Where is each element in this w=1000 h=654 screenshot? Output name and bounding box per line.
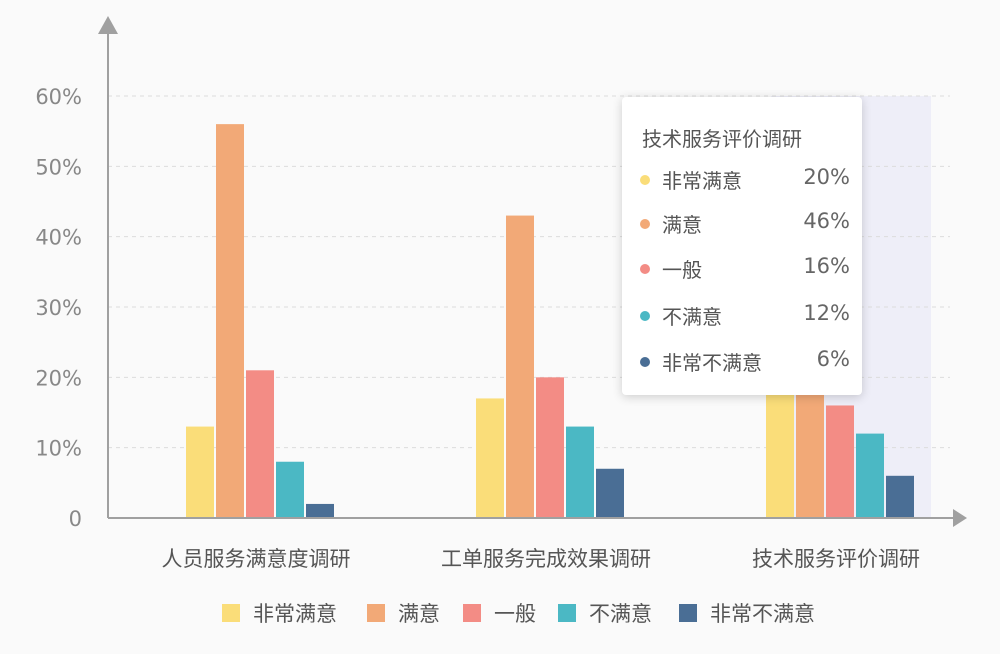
tooltip-row-very-dissatisfied: 非常不满意 6%: [640, 347, 850, 377]
bar-2-cat-1: [216, 124, 244, 518]
bar-5-cat-1: [306, 503, 334, 518]
legend-swatch: [558, 604, 576, 622]
tooltip-series-name: 非常满意: [662, 169, 742, 193]
x-category-label: 工单服务完成效果调研: [441, 547, 651, 571]
y-tick-label: 60%: [35, 85, 82, 109]
legend-label: 非常不满意: [710, 602, 815, 626]
bar-2-cat-2: [506, 215, 534, 519]
y-tick-label: 30%: [35, 296, 82, 320]
series-dot-icon: [640, 264, 650, 274]
x-category-label: 人员服务满意度调研: [162, 547, 351, 571]
bar-4-cat-1: [276, 461, 304, 518]
legend-label: 满意: [398, 602, 440, 626]
legend-label: 不满意: [589, 602, 652, 626]
tooltip-series-value: 46%: [803, 209, 850, 233]
series-dot-icon: [640, 311, 650, 321]
tooltip-row-neutral: 一般 16%: [640, 254, 850, 284]
bar-1-cat-3: [766, 377, 794, 518]
series-dot-icon: [640, 219, 650, 229]
bar-3-cat-2: [536, 377, 564, 518]
tooltip: 技术服务评价调研 非常满意 20% 满意 46% 一般 16% 不满意 12% …: [622, 97, 862, 395]
series-dot-icon: [640, 175, 650, 185]
x-axis-arrow-icon: [953, 509, 967, 527]
tooltip-series-name: 非常不满意: [662, 351, 762, 375]
bar-3-cat-3: [826, 405, 854, 518]
bar-5-cat-3: [886, 475, 914, 518]
y-axis-arrow-icon: [98, 16, 118, 34]
legend-swatch: [367, 604, 385, 622]
y-tick-label: 20%: [35, 366, 82, 390]
y-tick-label: 50%: [35, 155, 82, 179]
bar-1-cat-2: [476, 398, 504, 518]
tooltip-series-name: 满意: [662, 213, 702, 237]
tooltip-series-value: 12%: [803, 301, 850, 325]
bar-5-cat-2: [596, 468, 624, 518]
legend-swatch: [463, 604, 481, 622]
tooltip-series-value: 20%: [803, 165, 850, 189]
tooltip-series-value: 6%: [816, 347, 850, 371]
x-category-label: 技术服务评价调研: [752, 547, 920, 571]
bar-4-cat-3: [856, 433, 884, 518]
legend-swatch: [679, 604, 697, 622]
tooltip-title: 技术服务评价调研: [642, 127, 802, 151]
y-tick-label: 0: [69, 507, 82, 531]
tooltip-row-very-satisfied: 非常满意 20%: [640, 165, 850, 195]
legend-label: 一般: [494, 602, 536, 626]
tooltip-series-value: 16%: [803, 254, 850, 278]
bar-1-cat-1: [186, 426, 214, 518]
tooltip-row-dissatisfied: 不满意 12%: [640, 301, 850, 331]
y-tick-label: 40%: [35, 226, 82, 250]
bar-3-cat-1: [246, 370, 274, 518]
legend-label: 非常满意: [253, 602, 337, 626]
tooltip-series-name: 不满意: [662, 305, 722, 329]
legend-swatch: [222, 604, 240, 622]
tooltip-row-satisfied: 满意 46%: [640, 209, 850, 239]
series-dot-icon: [640, 357, 650, 367]
y-tick-label: 10%: [35, 437, 82, 461]
bar-4-cat-2: [566, 426, 594, 518]
tooltip-series-name: 一般: [662, 258, 702, 282]
